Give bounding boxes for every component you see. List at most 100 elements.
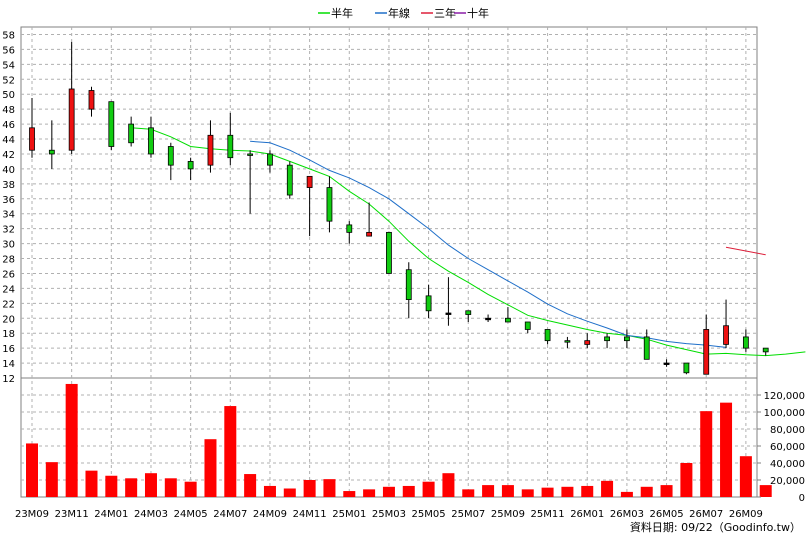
volume-bar — [283, 488, 296, 497]
price-tick-label: 40 — [2, 165, 15, 176]
volume-bar — [482, 485, 495, 497]
candle-body — [68, 88, 75, 151]
candle-body — [742, 336, 749, 349]
price-tick-label: 28 — [2, 255, 15, 266]
volume-bar — [442, 473, 455, 497]
candle-body — [267, 153, 273, 166]
candle-body — [723, 325, 729, 345]
volume-bar — [581, 485, 594, 497]
volume-tick-label: 0 — [799, 493, 805, 504]
volume-tick-label: 120,000 — [764, 391, 805, 402]
volume-bar — [541, 487, 554, 497]
axes: 12 14 16 18 20 22 24 26 28 30 32 34 36 38 40 42 44 46 48 50… — [2, 30, 805, 520]
volume-bar — [224, 406, 237, 497]
candle-body — [604, 336, 610, 342]
candle-body — [148, 127, 154, 155]
volume-tick-label: 100,000 — [764, 408, 805, 419]
volume-bar — [561, 486, 574, 497]
price-tick-label: 24 — [2, 284, 15, 295]
volume-bar — [263, 485, 276, 497]
candle-body — [306, 175, 313, 188]
x-tick-label: 24M09 — [253, 509, 287, 520]
legend-label: 十年 — [467, 6, 489, 20]
price-tick-label: 50 — [2, 90, 15, 101]
volume-bar — [601, 480, 614, 497]
x-tick-label: 24M01 — [94, 509, 128, 520]
volume-bar — [640, 486, 653, 497]
candle-body — [683, 362, 690, 374]
volume-bar — [303, 480, 316, 497]
candle-body — [505, 317, 511, 323]
x-tick-label: 25M03 — [372, 509, 406, 520]
volume-tick-label: 60,000 — [770, 442, 805, 453]
x-tick-label: 25M01 — [332, 509, 366, 520]
candle-body — [346, 224, 353, 233]
x-tick-label: 26M01 — [570, 509, 604, 520]
candle-body — [544, 329, 551, 342]
candle-body — [445, 312, 452, 315]
legend-label: 三年 — [434, 6, 456, 20]
price-tick-label: 14 — [2, 359, 15, 370]
price-tick-label: 30 — [2, 240, 15, 251]
x-tick-label: 25M09 — [491, 509, 525, 520]
x-tick-label: 26M07 — [689, 509, 723, 520]
candle-body — [167, 146, 174, 166]
legend-label: 半年 — [331, 6, 353, 20]
volume-bar — [45, 462, 58, 497]
x-tick-label: 23M11 — [55, 509, 89, 520]
volume-bar — [244, 474, 257, 497]
candle-body — [624, 336, 630, 342]
data-date-footer: 資料日期: 09/22（Goodinfo.tw） — [630, 520, 801, 534]
ma-line-三年 — [725, 246, 766, 256]
candle-body — [187, 161, 194, 170]
candle-body — [465, 310, 472, 315]
price-tick-label: 32 — [2, 225, 15, 236]
x-tick-label: 25M05 — [412, 509, 446, 520]
price-tick-label: 12 — [2, 374, 15, 385]
x-tick-label: 24M05 — [174, 509, 208, 520]
x-tick-label: 24M07 — [213, 509, 247, 520]
price-tick-label: 26 — [2, 269, 15, 280]
volume-bar — [204, 439, 217, 497]
volume-tick-label: 80,000 — [770, 425, 805, 436]
volume-bar — [759, 485, 772, 497]
candle-body — [48, 149, 55, 155]
volume-tick-label: 40,000 — [770, 459, 805, 470]
volume-bar — [343, 491, 356, 497]
volume-bar — [402, 485, 415, 497]
candle-body — [425, 295, 432, 312]
volume-bar — [700, 411, 713, 497]
volume-bar — [144, 473, 157, 497]
volume-tick-label: 20,000 — [770, 476, 805, 487]
candle-body — [366, 231, 373, 237]
candle-body — [762, 347, 769, 353]
legend-label: 年線 — [388, 6, 410, 20]
price-tick-label: 18 — [2, 329, 15, 340]
volume-bar — [620, 491, 633, 497]
volume-bar — [422, 481, 435, 497]
legend: 半年 年線 三年 十年 — [318, 6, 489, 20]
price-tick-label: 34 — [2, 210, 15, 221]
volume-bar — [65, 383, 78, 497]
candle-body — [29, 127, 35, 151]
volume-bar — [521, 489, 534, 497]
price-tick-label: 46 — [2, 120, 15, 131]
candle-body — [643, 336, 650, 360]
volume-bar — [680, 463, 693, 497]
volume-bar — [382, 486, 395, 497]
candle-body — [663, 362, 670, 365]
price-tick-label: 36 — [2, 195, 15, 206]
x-tick-label: 26M05 — [650, 509, 684, 520]
x-tick-label: 25M07 — [451, 509, 485, 520]
volume-bars — [26, 383, 772, 497]
volume-bar — [660, 485, 673, 497]
x-tick-label: 24M11 — [293, 509, 327, 520]
price-tick-label: 20 — [2, 314, 15, 325]
price-tick-label: 48 — [2, 105, 15, 116]
candle-body — [207, 134, 214, 166]
volume-bar — [105, 475, 118, 497]
x-tick-label: 26M03 — [610, 509, 644, 520]
x-tick-label: 25M11 — [531, 509, 565, 520]
price-tick-label: 54 — [2, 60, 15, 71]
candle-body — [386, 231, 392, 274]
